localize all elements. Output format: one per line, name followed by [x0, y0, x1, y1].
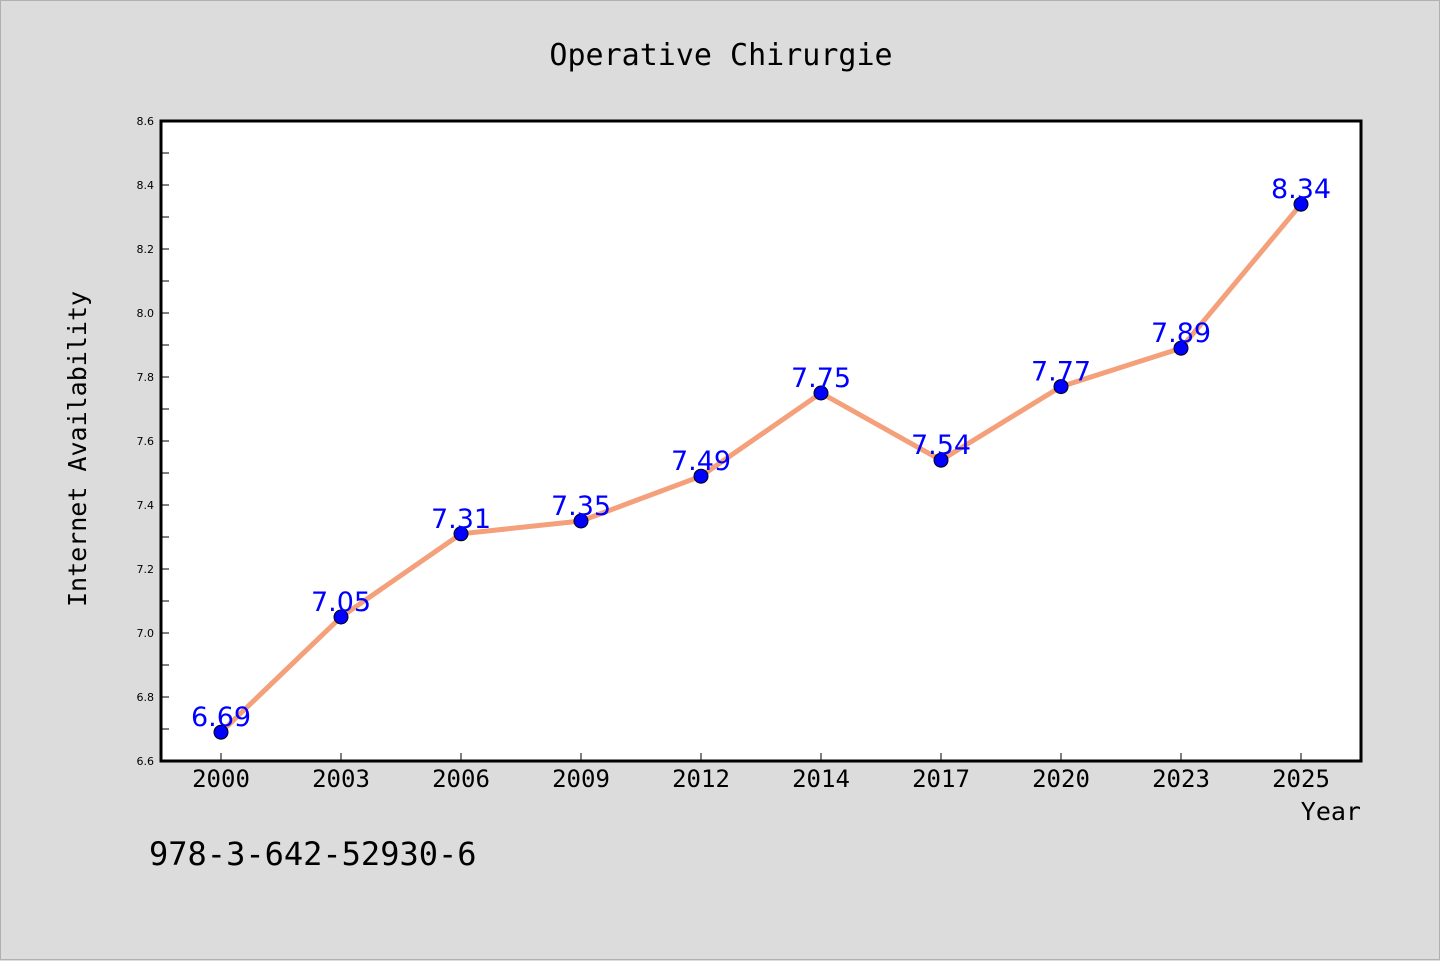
y-tick-label: 8.6: [137, 115, 155, 128]
x-tick-label: 2025: [1272, 765, 1330, 793]
data-point-marker: [813, 385, 829, 401]
x-tick-label: 2009: [552, 765, 610, 793]
x-tick-label: 2023: [1152, 765, 1210, 793]
data-value-label: 7.54: [911, 430, 971, 461]
plot-frame: [159, 119, 1363, 763]
plot-area: [161, 121, 1361, 761]
series-markers: [213, 196, 1309, 740]
data-value-label: 7.35: [551, 491, 611, 522]
data-labels: 6.69 7.05 7.31 7.35 7.49 7.75 7.54 7.77 7.89 8.34: [191, 174, 1331, 733]
x-tick-label: 2017: [912, 765, 970, 793]
x-axis-label: Year: [1301, 797, 1361, 826]
data-point-marker: [213, 724, 229, 740]
y-tick-label: 8.0: [137, 307, 155, 320]
data-point-marker: [933, 452, 949, 468]
data-value-label: 7.75: [791, 363, 851, 394]
x-tick-label: 2012: [672, 765, 730, 793]
x-tick-label: 2000: [192, 765, 250, 793]
x-axis-ticks: 2000 2003 2006 2009 2012 2014 2017 2020 2023 2025: [192, 753, 1330, 793]
y-tick-label: 7.2: [137, 563, 155, 576]
chart-title: Operative Chirurgie: [549, 38, 892, 73]
data-value-label: 6.69: [191, 702, 251, 733]
y-tick-label: 7.6: [137, 435, 155, 448]
y-tick-label: 8.2: [137, 243, 155, 256]
data-point-marker: [453, 526, 469, 542]
data-point-marker: [1173, 340, 1189, 356]
x-tick-label: 2020: [1032, 765, 1090, 793]
x-tick-label: 2006: [432, 765, 490, 793]
y-tick-label: 8.4: [137, 179, 155, 192]
data-point-marker: [1293, 196, 1309, 212]
data-value-label: 7.89: [1151, 318, 1211, 349]
data-value-label: 7.05: [311, 587, 371, 618]
data-value-label: 7.31: [431, 504, 491, 535]
y-tick-label: 7.0: [137, 627, 155, 640]
y-tick-label: 7.8: [137, 371, 155, 384]
data-point-marker: [1053, 379, 1069, 395]
data-value-label: 7.49: [671, 446, 731, 477]
data-point-marker: [333, 609, 349, 625]
data-value-label: 8.34: [1271, 174, 1331, 205]
y-axis-ticks: 6.6 6.8 7.0 7.2 7.4 7.6 7.8 8.0 8.2 8.4 8.6: [137, 115, 169, 768]
y-tick-label: 6.8: [137, 691, 155, 704]
y-tick-label: 6.6: [137, 755, 155, 768]
y-tick-label: 7.4: [137, 499, 155, 512]
y-axis-label: Internet Availability: [63, 291, 92, 607]
data-point-marker: [693, 468, 709, 484]
data-value-label: 7.77: [1031, 357, 1091, 388]
x-tick-label: 2003: [312, 765, 370, 793]
isbn-footer-text: 978-3-642-52930-6: [149, 835, 477, 873]
x-tick-label: 2014: [792, 765, 850, 793]
data-point-marker: [573, 513, 589, 529]
series-line: [219, 202, 1303, 735]
